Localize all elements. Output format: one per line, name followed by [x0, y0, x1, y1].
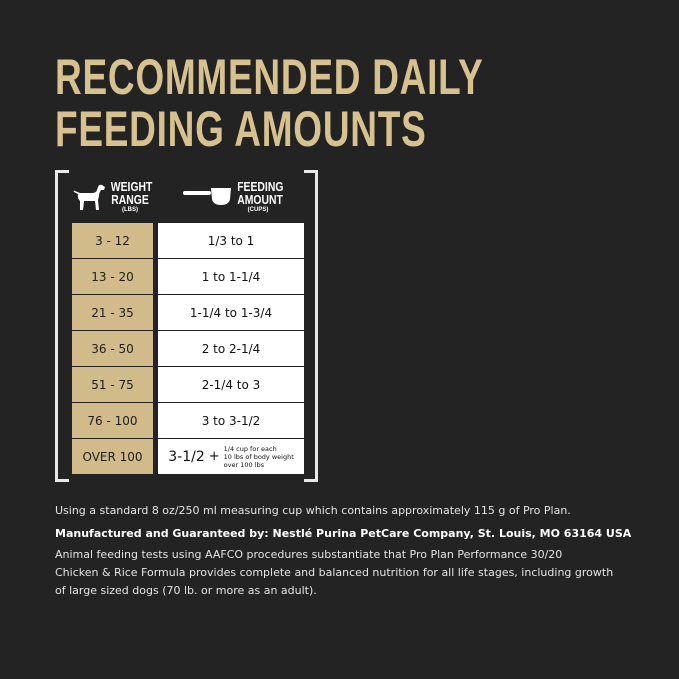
amount-value: 3-1/2 — [168, 448, 205, 465]
dog-icon — [73, 184, 105, 210]
note-line1: 1/4 cup for each — [223, 444, 277, 453]
weight-cell: 3 - 12 — [72, 223, 153, 258]
aafco-line3: of large sized dogs (70 lb. or more as a… — [55, 584, 317, 597]
measuring-cup-icon — [183, 188, 231, 205]
cup-note: Using a standard 8 oz/250 ml measuring c… — [55, 504, 571, 517]
feeding-header-line1: FEEDING — [237, 179, 284, 194]
amount-cell: 3-1/2 + 1/4 cup for each 10 lbs of body … — [158, 439, 304, 474]
aafco-line2: Chicken & Rice Formula provides complete… — [55, 566, 614, 579]
weight-header-line1: WEIGHT — [110, 179, 153, 194]
amount-cell: 2-1/4 to 3 — [158, 367, 304, 402]
note-line3: over 100 lbs — [223, 460, 264, 469]
table-row: 36 - 50 2 to 2-1/4 — [72, 331, 304, 366]
weight-header-unit: (LBS) — [122, 207, 138, 213]
plus-sign: + — [208, 449, 220, 464]
aafco-line1: Animal feeding tests using AAFCO procedu… — [55, 548, 563, 561]
feeding-header-line2: AMOUNT — [237, 192, 283, 207]
note-line2: 10 lbs of body weight — [223, 452, 294, 461]
weight-cell: 21 - 35 — [72, 295, 153, 330]
weight-cell: OVER 100 — [72, 439, 153, 474]
page-title-line1: RECOMMENDED DAILY — [55, 49, 484, 105]
table-row: 3 - 12 1/3 to 1 — [72, 223, 304, 258]
amount-cell: 3 to 3-1/2 — [158, 403, 304, 438]
weight-cell: 76 - 100 — [72, 403, 153, 438]
weight-cell: 13 - 20 — [72, 259, 153, 294]
weight-header-line2: RANGE — [111, 192, 149, 207]
weight-cell: 36 - 50 — [72, 331, 153, 366]
weight-cell: 51 - 75 — [72, 367, 153, 402]
right-bracket — [304, 170, 318, 482]
page-title-line2: FEEDING AMOUNTS — [55, 101, 427, 157]
amount-cell: 1-1/4 to 1-3/4 — [158, 295, 304, 330]
left-bracket — [55, 170, 69, 482]
feeding-header-unit: (CUPS) — [247, 207, 269, 213]
table-row: 21 - 35 1-1/4 to 1-3/4 — [72, 295, 304, 330]
amount-cell: 1/3 to 1 — [158, 223, 304, 258]
feeding-amount-header: FEEDING AMOUNT (CUPS) — [232, 180, 284, 214]
amount-cell: 2 to 2-1/4 — [158, 331, 304, 366]
amount-note: 1/4 cup for each 10 lbs of body weight o… — [224, 445, 294, 469]
weight-range-header: WEIGHT RANGE (LBS) — [106, 180, 154, 214]
table-row: OVER 100 3-1/2 + 1/4 cup for each 10 lbs… — [72, 439, 304, 474]
table-row: 51 - 75 2-1/4 to 3 — [72, 367, 304, 402]
manufacturer-note: Manufactured and Guaranteed by: Nestlé P… — [55, 527, 632, 540]
table-row: 13 - 20 1 to 1-1/4 — [72, 259, 304, 294]
amount-cell: 1 to 1-1/4 — [158, 259, 304, 294]
table-row: 76 - 100 3 to 3-1/2 — [72, 403, 304, 438]
